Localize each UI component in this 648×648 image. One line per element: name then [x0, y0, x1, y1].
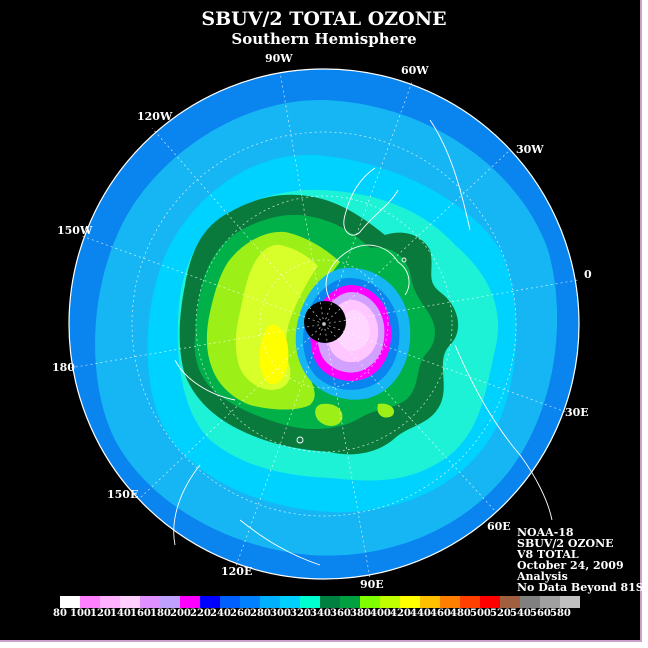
color-scale-tick-label: 140 [110, 608, 131, 619]
lon-label-30w: 30W [516, 143, 544, 156]
color-swatch [200, 596, 220, 608]
lon-label-180: 180 [52, 361, 75, 374]
color-swatch [520, 596, 540, 608]
color-swatch [80, 596, 100, 608]
info-block: NOAA-18 SBUV/2 OZONE V8 TOTAL October 24… [517, 527, 644, 593]
color-scale-tick-label: 360 [330, 608, 351, 619]
graticule [69, 71, 579, 579]
info-date: October 24, 2009 [517, 559, 624, 572]
ozone-hole-core [338, 309, 370, 351]
color-scale-tick-label: 100 [70, 608, 91, 619]
color-swatch [320, 596, 340, 608]
color-swatch [120, 596, 140, 608]
color-scale-tick-label: 420 [390, 608, 411, 619]
color-swatch [500, 596, 520, 608]
info-type: Analysis [517, 570, 568, 583]
color-scale-tick-label: 200 [170, 608, 191, 619]
color-swatch [160, 596, 180, 608]
info-product: V8 TOTAL [517, 548, 579, 561]
color-scale-bar [60, 596, 580, 608]
ozone-field [69, 69, 579, 579]
color-scale-tick-label: 480 [450, 608, 471, 619]
lon-label-150e: 150E [107, 488, 139, 501]
color-scale-tick-label: 160 [130, 608, 151, 619]
color-scale-tick-label: 520 [490, 608, 511, 619]
color-scale-tick-label: 440 [410, 608, 431, 619]
color-scale-tick-label: 460 [430, 608, 451, 619]
color-swatch [540, 596, 560, 608]
color-scale-tick-label: 540 [510, 608, 531, 619]
color-scale-tick-label: 560 [530, 608, 551, 619]
color-swatch [380, 596, 400, 608]
ozone-level-380-patch-2 [377, 403, 395, 418]
color-swatch [560, 596, 580, 608]
color-swatch [420, 596, 440, 608]
lon-label-60w: 60W [401, 64, 429, 77]
info-instrument: SBUV/2 OZONE [517, 537, 614, 550]
color-swatch [360, 596, 380, 608]
lon-label-90e: 90E [360, 578, 384, 591]
color-scale-tick-label: 280 [250, 608, 271, 619]
no-data-polar-cap [304, 301, 346, 343]
color-swatch [460, 596, 480, 608]
color-scale-tick-label: 340 [310, 608, 331, 619]
color-scale-tick-label: 220 [190, 608, 211, 619]
color-swatch [60, 596, 80, 608]
color-swatch [300, 596, 320, 608]
color-swatch [400, 596, 420, 608]
lon-label-90w: 90W [265, 52, 293, 65]
color-swatch [100, 596, 120, 608]
color-swatch [440, 596, 460, 608]
color-swatch [140, 596, 160, 608]
color-scale-tick-label: 260 [230, 608, 251, 619]
lon-label-60e: 60E [487, 520, 511, 533]
page-subtitle: Southern Hemisphere [231, 30, 417, 48]
color-swatch [340, 596, 360, 608]
lon-label-150w: 150W [57, 224, 93, 237]
color-swatch [240, 596, 260, 608]
color-scale-tick-label: 180 [150, 608, 171, 619]
color-scale-tick-label: 380 [350, 608, 371, 619]
color-scale-tick-label: 120 [90, 608, 111, 619]
color-scale-tick-label: 500 [470, 608, 491, 619]
color-swatch [180, 596, 200, 608]
ozone-level-420 [259, 324, 289, 385]
color-swatch [220, 596, 240, 608]
color-scale-tick-label: 80 [53, 608, 67, 619]
coastlines [173, 119, 553, 566]
color-swatch [260, 596, 280, 608]
ozone-level-380-patch [315, 403, 343, 426]
ozone-level-400 [235, 244, 318, 390]
page-title: SBUV/2 TOTAL OZONE [201, 8, 447, 30]
color-swatch [280, 596, 300, 608]
lon-label-120e: 120E [221, 565, 253, 578]
lon-label-0: 0 [584, 268, 592, 281]
color-swatch [480, 596, 500, 608]
map-disk-border [68, 68, 580, 580]
color-scale-tick-label: 580 [550, 608, 571, 619]
color-scale-tick-label: 240 [210, 608, 231, 619]
color-scale-tick-label: 400 [370, 608, 391, 619]
lon-label-30e: 30E [565, 406, 589, 419]
lon-label-120w: 120W [137, 110, 173, 123]
color-scale-tick-label: 320 [290, 608, 311, 619]
color-scale-tick-label: 300 [270, 608, 291, 619]
info-note: No Data Beyond 81S [517, 581, 644, 594]
info-satellite: NOAA-18 [517, 526, 574, 539]
